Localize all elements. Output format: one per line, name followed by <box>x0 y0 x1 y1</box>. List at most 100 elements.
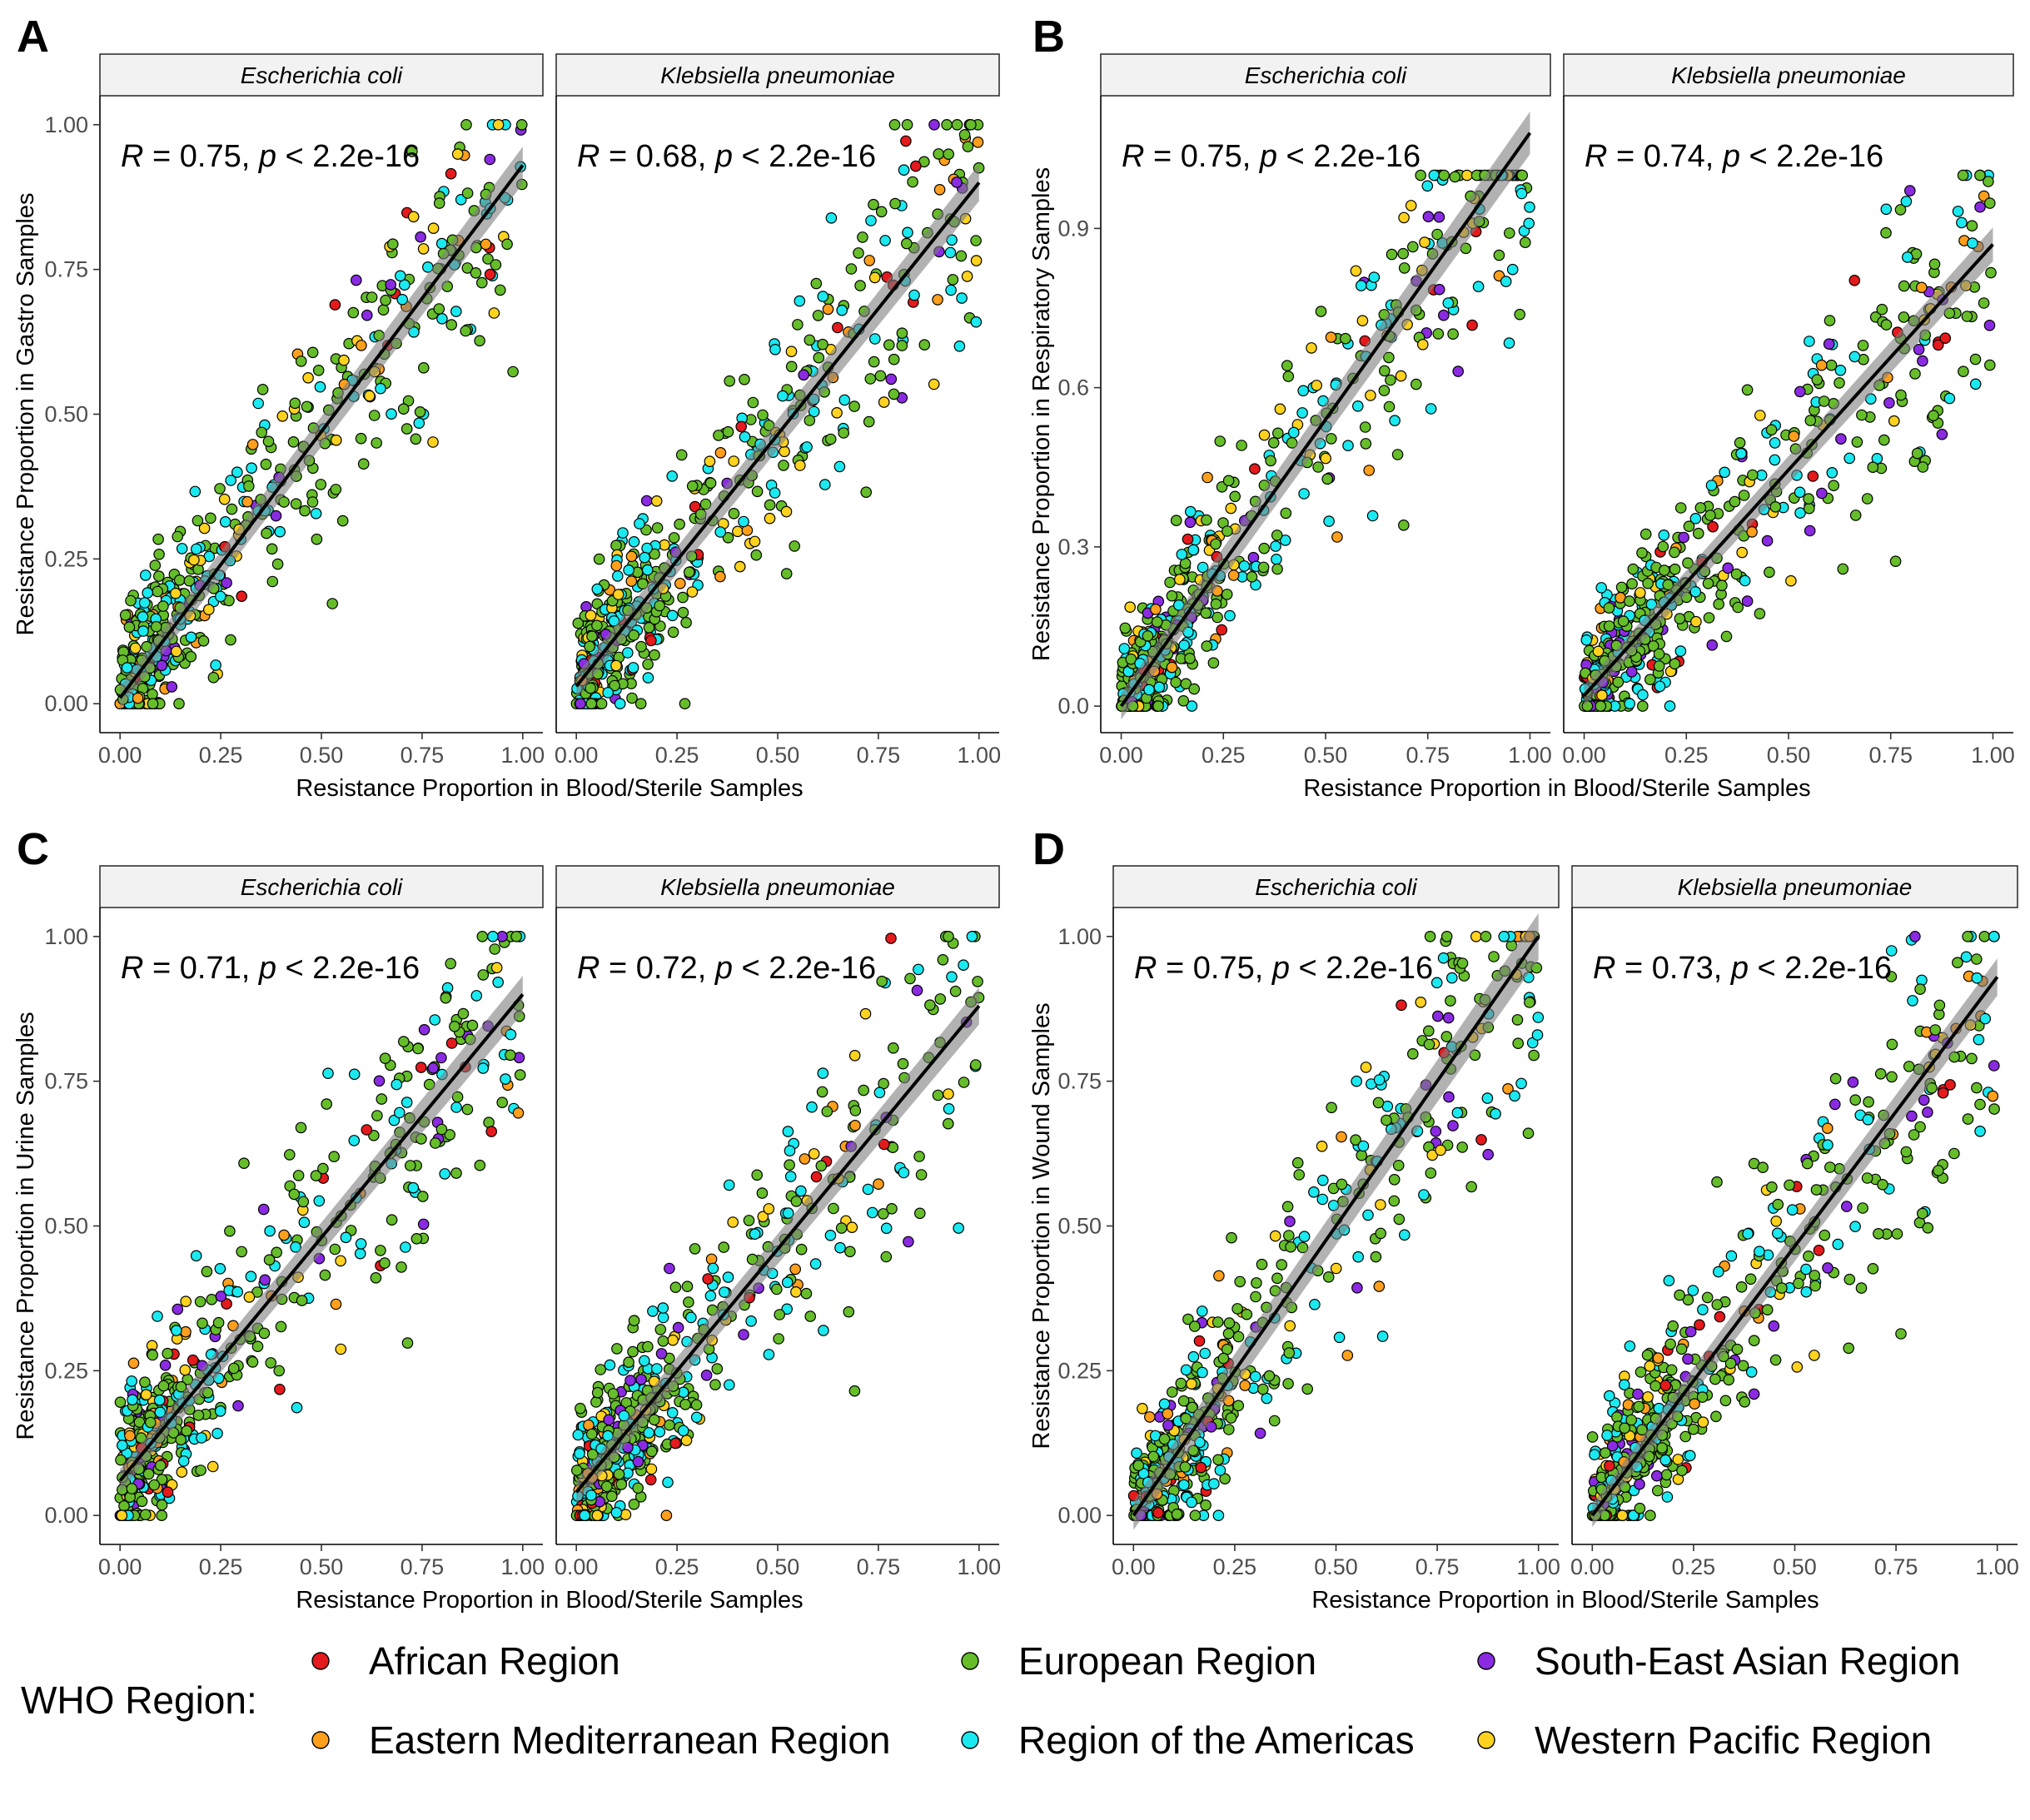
data-point <box>1179 1461 1192 1473</box>
data-point <box>1800 1285 1813 1298</box>
data-point <box>225 634 236 646</box>
correlation-label: R = 0.72, p < 2.2e-16 <box>577 951 876 986</box>
data-point <box>476 931 489 942</box>
data-point <box>156 659 168 672</box>
data-point <box>634 518 645 530</box>
data-point <box>427 436 439 448</box>
data-point <box>1224 609 1236 622</box>
data-point <box>260 458 272 470</box>
data-point <box>1661 1491 1674 1503</box>
data-point <box>1166 589 1178 602</box>
data-point <box>1214 1464 1226 1476</box>
data-point <box>808 1148 820 1160</box>
data-point <box>782 1126 794 1137</box>
data-point <box>780 505 793 518</box>
data-point <box>749 535 761 548</box>
data-point <box>214 1263 226 1275</box>
data-point <box>401 1096 413 1108</box>
data-point <box>278 1229 290 1241</box>
data-point <box>908 289 920 301</box>
data-point <box>943 1088 954 1100</box>
data-point <box>379 1257 391 1269</box>
data-point <box>1178 1479 1190 1491</box>
data-point <box>1152 1507 1164 1519</box>
data-point <box>650 1363 663 1375</box>
data-point <box>127 1394 138 1406</box>
data-point <box>197 1317 208 1330</box>
data-point <box>794 295 806 307</box>
data-point <box>1732 601 1744 614</box>
data-point <box>206 1294 217 1305</box>
data-point <box>1754 1246 1765 1257</box>
data-point <box>640 495 653 507</box>
data-point <box>396 293 408 306</box>
data-point <box>932 1089 944 1101</box>
data-point <box>657 1335 669 1347</box>
data-point <box>1723 1374 1734 1386</box>
data-point <box>585 1428 598 1440</box>
data-point <box>1132 1459 1145 1471</box>
data-point <box>1877 1179 1888 1191</box>
data-point <box>1268 1415 1281 1427</box>
data-point <box>822 303 834 316</box>
data-point <box>1907 995 1918 1007</box>
data-point <box>1966 1052 1978 1065</box>
data-point <box>1867 1263 1879 1275</box>
data-point <box>1217 1352 1230 1365</box>
data-point <box>1913 343 1925 356</box>
data-point <box>1689 512 1702 525</box>
data-point <box>1424 931 1436 942</box>
data-point <box>232 1400 244 1412</box>
data-point <box>187 1354 199 1366</box>
y-tick-label: 0.75 <box>44 257 88 282</box>
data-point <box>612 589 624 600</box>
data-point <box>1124 601 1136 613</box>
data-point <box>1857 1202 1868 1214</box>
data-point <box>1418 1189 1430 1201</box>
data-point <box>838 427 849 439</box>
data-point <box>1308 1186 1320 1198</box>
data-point <box>1143 684 1155 696</box>
data-point <box>398 279 410 291</box>
data-point <box>867 1206 878 1219</box>
data-point <box>1365 390 1376 401</box>
data-point <box>246 462 257 474</box>
data-point <box>1684 1450 1696 1462</box>
data-point <box>619 1509 632 1520</box>
data-point <box>417 1218 430 1231</box>
panel-D: D Escherichia coli 0.00 0.25 0.50 0.75 1.00 0.0… <box>1028 824 2019 1614</box>
data-point <box>1407 1048 1419 1060</box>
data-point <box>1679 1430 1691 1443</box>
data-point <box>628 1499 640 1510</box>
legend-item: European Region <box>961 1639 1316 1683</box>
data-point <box>176 1466 188 1478</box>
data-point <box>1249 463 1261 475</box>
data-point <box>246 1356 259 1368</box>
data-point <box>1201 514 1212 526</box>
data-point <box>1170 515 1182 526</box>
data-point <box>1407 241 1419 253</box>
data-point <box>1659 564 1670 576</box>
data-point <box>413 417 425 429</box>
data-point <box>769 487 781 499</box>
data-point <box>749 1228 761 1240</box>
data-point <box>1221 525 1233 537</box>
data-point <box>1957 169 1969 182</box>
data-point <box>1423 1038 1435 1051</box>
data-point <box>330 434 342 446</box>
legend-label: Region of the Americas <box>1018 1718 1415 1762</box>
data-point <box>613 1468 625 1480</box>
data-point <box>604 1359 616 1371</box>
legend-swatch <box>311 1731 330 1749</box>
data-point <box>195 1464 206 1476</box>
y-tick-label: 0.00 <box>1057 1503 1102 1528</box>
data-point <box>312 364 325 376</box>
data-point <box>266 543 278 555</box>
data-point <box>1317 1174 1329 1186</box>
data-point <box>1644 1509 1656 1521</box>
data-point <box>348 1135 361 1146</box>
data-point <box>329 1243 341 1256</box>
data-point <box>1325 331 1337 343</box>
data-point <box>245 1271 257 1282</box>
data-point <box>1423 1025 1435 1037</box>
